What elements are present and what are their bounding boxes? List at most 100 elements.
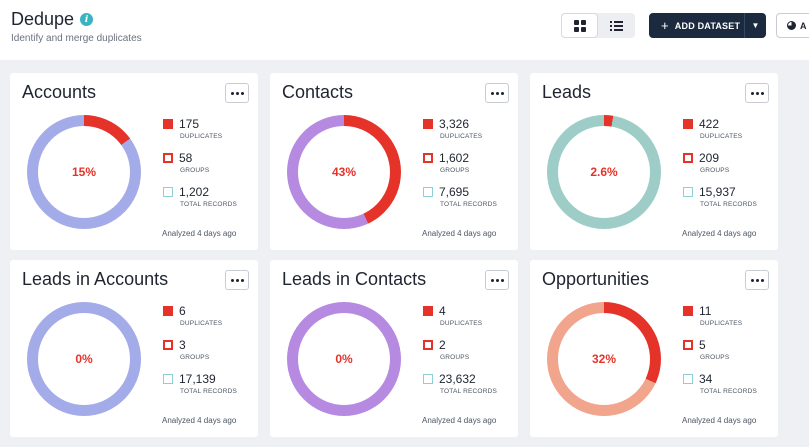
duplicates-legend-icon: [163, 306, 173, 316]
total-legend-icon: [683, 187, 693, 197]
list-view-button[interactable]: [598, 13, 635, 38]
groups-legend-icon: [683, 340, 693, 350]
dataset-grid: Accounts 15% 175 DUPLICATES 58 GROUPS 1,…: [0, 60, 809, 447]
dataset-card[interactable]: Opportunities 32% 11 DUPLICATES 5 GROUPS…: [530, 260, 778, 437]
more-options-button[interactable]: [225, 83, 249, 103]
dataset-card[interactable]: Contacts 43% 3,326 DUPLICATES 1,602 GROU…: [270, 73, 518, 250]
stat-duplicates: 4 DUPLICATES: [423, 304, 513, 338]
stat-groups: 209 GROUPS: [683, 151, 773, 185]
groups-label: GROUPS: [700, 354, 730, 361]
total-legend-icon: [163, 374, 173, 384]
card-title: Opportunities: [542, 269, 650, 289]
add-dataset-button[interactable]: + ADD DATASET ▼: [649, 13, 766, 38]
analytics-button[interactable]: A: [776, 13, 809, 38]
duplicates-legend-icon: [423, 119, 433, 129]
duplicates-count: 6: [179, 304, 186, 318]
page-subtitle: Identify and merge duplicates: [11, 33, 142, 44]
card-stats: 6 DUPLICATES 3 GROUPS 17,139 TOTAL RECOR…: [163, 304, 253, 406]
stat-groups: 3 GROUPS: [163, 338, 253, 372]
total-label: TOTAL RECORDS: [700, 201, 758, 208]
analyzed-timestamp: Analyzed 4 days ago: [422, 229, 497, 238]
groups-count: 3: [179, 338, 186, 352]
view-toggle: [561, 13, 635, 38]
duplicates-label: DUPLICATES: [440, 320, 483, 327]
stat-total: 7,695 TOTAL RECORDS: [423, 185, 513, 219]
duplicate-donut-chart: 15%: [27, 115, 141, 229]
stat-duplicates: 11 DUPLICATES: [683, 304, 773, 338]
duplicate-donut-chart: 0%: [27, 302, 141, 416]
total-legend-icon: [683, 374, 693, 384]
stat-duplicates: 3,326 DUPLICATES: [423, 117, 513, 151]
groups-count: 58: [179, 151, 193, 165]
card-title: Leads in Accounts: [22, 269, 169, 289]
more-options-button[interactable]: [225, 270, 249, 290]
duplicates-label: DUPLICATES: [180, 320, 223, 327]
groups-label: GROUPS: [440, 354, 470, 361]
dataset-card[interactable]: Leads 2.6% 422 DUPLICATES 209 GROUPS 15,…: [530, 73, 778, 250]
groups-count: 5: [699, 338, 706, 352]
duplicate-percent: 43%: [298, 126, 390, 218]
stat-duplicates: 175 DUPLICATES: [163, 117, 253, 151]
groups-label: GROUPS: [180, 354, 210, 361]
stat-total: 17,139 TOTAL RECORDS: [163, 372, 253, 406]
analyzed-timestamp: Analyzed 4 days ago: [682, 416, 757, 425]
stat-duplicates: 6 DUPLICATES: [163, 304, 253, 338]
duplicates-label: DUPLICATES: [180, 133, 223, 140]
analyzed-timestamp: Analyzed 4 days ago: [422, 416, 497, 425]
more-options-button[interactable]: [485, 270, 509, 290]
stat-total: 23,632 TOTAL RECORDS: [423, 372, 513, 406]
duplicates-legend-icon: [683, 119, 693, 129]
more-options-button[interactable]: [485, 83, 509, 103]
analyzed-timestamp: Analyzed 4 days ago: [162, 229, 237, 238]
duplicates-count: 4: [439, 304, 446, 318]
dataset-card[interactable]: Leads in Contacts 0% 4 DUPLICATES 2 GROU…: [270, 260, 518, 437]
total-count: 7,695: [439, 185, 470, 199]
groups-count: 209: [699, 151, 720, 165]
total-label: TOTAL RECORDS: [180, 201, 238, 208]
grid-icon: [573, 19, 586, 32]
total-label: TOTAL RECORDS: [180, 388, 238, 395]
groups-label: GROUPS: [180, 167, 210, 174]
more-options-button[interactable]: [745, 83, 769, 103]
analyzed-timestamp: Analyzed 4 days ago: [682, 229, 757, 238]
duplicate-percent: 2.6%: [558, 126, 650, 218]
more-options-button[interactable]: [745, 270, 769, 290]
card-title: Contacts: [282, 82, 354, 102]
total-label: TOTAL RECORDS: [440, 201, 498, 208]
card-stats: 11 DUPLICATES 5 GROUPS 34 TOTAL RECORDS: [683, 304, 773, 406]
duplicates-label: DUPLICATES: [700, 133, 743, 140]
dataset-card[interactable]: Leads in Accounts 0% 6 DUPLICATES 3 GROU…: [10, 260, 258, 437]
add-dataset-label: ADD DATASET: [674, 20, 741, 31]
total-legend-icon: [423, 187, 433, 197]
stat-groups: 58 GROUPS: [163, 151, 253, 185]
total-label: TOTAL RECORDS: [700, 388, 758, 395]
stat-total: 15,937 TOTAL RECORDS: [683, 185, 773, 219]
duplicates-legend-icon: [423, 306, 433, 316]
total-count: 15,937: [699, 185, 736, 199]
groups-legend-icon: [423, 340, 433, 350]
duplicates-legend-icon: [683, 306, 693, 316]
total-label: TOTAL RECORDS: [440, 388, 498, 395]
card-title: Leads: [542, 82, 592, 102]
dataset-card[interactable]: Accounts 15% 175 DUPLICATES 58 GROUPS 1,…: [10, 73, 258, 250]
stat-groups: 5 GROUPS: [683, 338, 773, 372]
page-title: Dedupe: [11, 9, 75, 29]
groups-count: 2: [439, 338, 446, 352]
card-stats: 422 DUPLICATES 209 GROUPS 15,937 TOTAL R…: [683, 117, 773, 219]
duplicate-donut-chart: 32%: [547, 302, 661, 416]
duplicates-count: 3,326: [439, 117, 470, 131]
duplicate-percent: 0%: [38, 313, 130, 405]
info-icon[interactable]: i: [80, 13, 94, 26]
total-count: 1,202: [179, 185, 210, 199]
total-legend-icon: [423, 374, 433, 384]
stat-total: 1,202 TOTAL RECORDS: [163, 185, 253, 219]
page-title-wrap: Dedupe i: [11, 9, 94, 30]
duplicates-count: 11: [699, 304, 712, 318]
grid-view-button[interactable]: [561, 13, 598, 38]
groups-count: 1,602: [439, 151, 470, 165]
duplicate-donut-chart: 0%: [287, 302, 401, 416]
stat-duplicates: 422 DUPLICATES: [683, 117, 773, 151]
groups-legend-icon: [163, 153, 173, 163]
total-count: 23,632: [439, 372, 476, 386]
add-dataset-dropdown[interactable]: ▼: [744, 13, 766, 38]
